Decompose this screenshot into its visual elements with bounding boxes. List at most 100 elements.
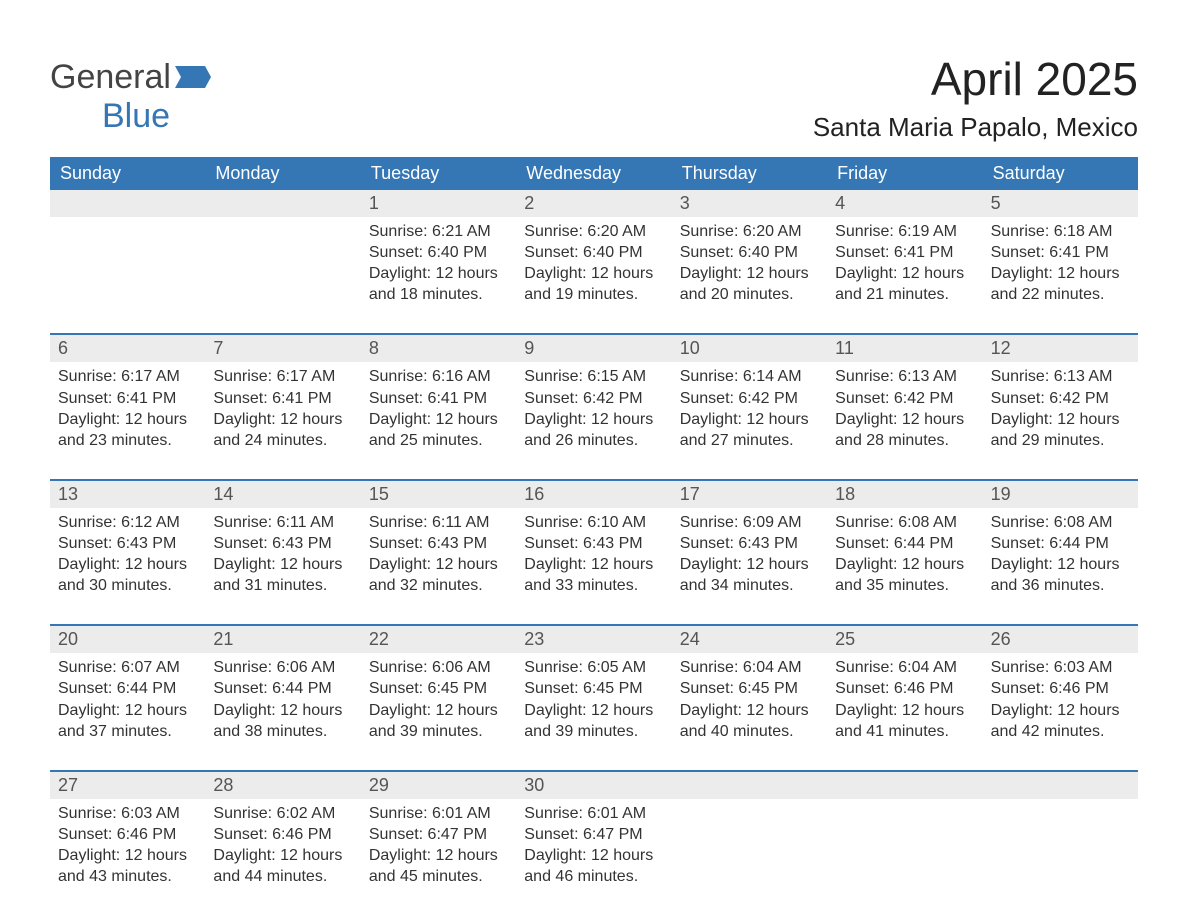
daylight-text: Daylight: 12 hours and 46 minutes. [524, 845, 663, 887]
sunset-text: Sunset: 6:41 PM [213, 388, 352, 409]
cell-body: Sunrise: 6:13 AMSunset: 6:42 PMDaylight:… [827, 362, 982, 458]
sunrise-text: Sunrise: 6:06 AM [369, 657, 508, 678]
sunset-text: Sunset: 6:40 PM [680, 242, 819, 263]
cell-body: Sunrise: 6:20 AMSunset: 6:40 PMDaylight:… [672, 217, 827, 313]
daylight-text: Daylight: 12 hours and 39 minutes. [369, 700, 508, 742]
daylight-text: Daylight: 12 hours and 21 minutes. [835, 263, 974, 305]
cell-body: Sunrise: 6:14 AMSunset: 6:42 PMDaylight:… [672, 362, 827, 458]
calendar-cell: 29Sunrise: 6:01 AMSunset: 6:47 PMDayligh… [361, 772, 516, 895]
cell-body: Sunrise: 6:06 AMSunset: 6:45 PMDaylight:… [361, 653, 516, 749]
sunset-text: Sunset: 6:44 PM [213, 678, 352, 699]
day-header-friday: Friday [827, 157, 982, 190]
calendar-cell: 26Sunrise: 6:03 AMSunset: 6:46 PMDayligh… [983, 626, 1138, 749]
cell-body: Sunrise: 6:06 AMSunset: 6:44 PMDaylight:… [205, 653, 360, 749]
sunrise-text: Sunrise: 6:01 AM [524, 803, 663, 824]
date-number: 26 [983, 626, 1138, 653]
location: Santa Maria Papalo, Mexico [813, 112, 1138, 143]
sunrise-text: Sunrise: 6:06 AM [213, 657, 352, 678]
sunset-text: Sunset: 6:44 PM [58, 678, 197, 699]
sunrise-text: Sunrise: 6:13 AM [991, 366, 1130, 387]
date-number: 21 [205, 626, 360, 653]
daylight-text: Daylight: 12 hours and 23 minutes. [58, 409, 197, 451]
cell-body: Sunrise: 6:18 AMSunset: 6:41 PMDaylight:… [983, 217, 1138, 313]
calendar-cell [672, 772, 827, 895]
sunrise-text: Sunrise: 6:09 AM [680, 512, 819, 533]
date-number: 4 [827, 190, 982, 217]
sunset-text: Sunset: 6:43 PM [524, 533, 663, 554]
sunset-text: Sunset: 6:45 PM [680, 678, 819, 699]
date-number: 3 [672, 190, 827, 217]
sunrise-text: Sunrise: 6:13 AM [835, 366, 974, 387]
calendar-cell: 15Sunrise: 6:11 AMSunset: 6:43 PMDayligh… [361, 481, 516, 604]
cell-body: Sunrise: 6:02 AMSunset: 6:46 PMDaylight:… [205, 799, 360, 895]
calendar-cell: 17Sunrise: 6:09 AMSunset: 6:43 PMDayligh… [672, 481, 827, 604]
daylight-text: Daylight: 12 hours and 41 minutes. [835, 700, 974, 742]
sunrise-text: Sunrise: 6:03 AM [991, 657, 1130, 678]
date-number: 17 [672, 481, 827, 508]
cell-body: Sunrise: 6:17 AMSunset: 6:41 PMDaylight:… [50, 362, 205, 458]
calendar-cell: 20Sunrise: 6:07 AMSunset: 6:44 PMDayligh… [50, 626, 205, 749]
sunset-text: Sunset: 6:45 PM [369, 678, 508, 699]
daylight-text: Daylight: 12 hours and 19 minutes. [524, 263, 663, 305]
calendar-cell: 5Sunrise: 6:18 AMSunset: 6:41 PMDaylight… [983, 190, 1138, 313]
daylight-text: Daylight: 12 hours and 44 minutes. [213, 845, 352, 887]
sunset-text: Sunset: 6:42 PM [680, 388, 819, 409]
date-number: 27 [50, 772, 205, 799]
week-row: 6Sunrise: 6:17 AMSunset: 6:41 PMDaylight… [50, 333, 1138, 458]
calendar-cell: 8Sunrise: 6:16 AMSunset: 6:41 PMDaylight… [361, 335, 516, 458]
sunset-text: Sunset: 6:40 PM [524, 242, 663, 263]
logo: General Blue [50, 20, 211, 136]
sunset-text: Sunset: 6:47 PM [369, 824, 508, 845]
day-header-saturday: Saturday [983, 157, 1138, 190]
date-number: 11 [827, 335, 982, 362]
calendar-cell: 23Sunrise: 6:05 AMSunset: 6:45 PMDayligh… [516, 626, 671, 749]
calendar-cell: 2Sunrise: 6:20 AMSunset: 6:40 PMDaylight… [516, 190, 671, 313]
daylight-text: Daylight: 12 hours and 29 minutes. [991, 409, 1130, 451]
calendar-cell: 21Sunrise: 6:06 AMSunset: 6:44 PMDayligh… [205, 626, 360, 749]
sunset-text: Sunset: 6:41 PM [991, 242, 1130, 263]
week-row: 1Sunrise: 6:21 AMSunset: 6:40 PMDaylight… [50, 190, 1138, 313]
sunset-text: Sunset: 6:44 PM [991, 533, 1130, 554]
calendar-cell: 13Sunrise: 6:12 AMSunset: 6:43 PMDayligh… [50, 481, 205, 604]
calendar-cell: 22Sunrise: 6:06 AMSunset: 6:45 PMDayligh… [361, 626, 516, 749]
date-number [50, 190, 205, 217]
calendar-cell: 10Sunrise: 6:14 AMSunset: 6:42 PMDayligh… [672, 335, 827, 458]
week-row: 27Sunrise: 6:03 AMSunset: 6:46 PMDayligh… [50, 770, 1138, 895]
cell-body: Sunrise: 6:01 AMSunset: 6:47 PMDaylight:… [516, 799, 671, 895]
day-header-row: Sunday Monday Tuesday Wednesday Thursday… [50, 157, 1138, 190]
day-header-wednesday: Wednesday [516, 157, 671, 190]
date-number: 6 [50, 335, 205, 362]
daylight-text: Daylight: 12 hours and 39 minutes. [524, 700, 663, 742]
date-number: 13 [50, 481, 205, 508]
daylight-text: Daylight: 12 hours and 35 minutes. [835, 554, 974, 596]
sunrise-text: Sunrise: 6:20 AM [680, 221, 819, 242]
sunrise-text: Sunrise: 6:11 AM [213, 512, 352, 533]
logo-text-1: General [50, 58, 171, 96]
daylight-text: Daylight: 12 hours and 40 minutes. [680, 700, 819, 742]
sunset-text: Sunset: 6:42 PM [524, 388, 663, 409]
month-title: April 2025 [813, 52, 1138, 106]
calendar-cell: 6Sunrise: 6:17 AMSunset: 6:41 PMDaylight… [50, 335, 205, 458]
date-number: 8 [361, 335, 516, 362]
daylight-text: Daylight: 12 hours and 30 minutes. [58, 554, 197, 596]
daylight-text: Daylight: 12 hours and 34 minutes. [680, 554, 819, 596]
calendar-cell: 16Sunrise: 6:10 AMSunset: 6:43 PMDayligh… [516, 481, 671, 604]
calendar-cell: 11Sunrise: 6:13 AMSunset: 6:42 PMDayligh… [827, 335, 982, 458]
date-number: 15 [361, 481, 516, 508]
date-number: 29 [361, 772, 516, 799]
cell-body: Sunrise: 6:08 AMSunset: 6:44 PMDaylight:… [983, 508, 1138, 604]
date-number: 28 [205, 772, 360, 799]
sunset-text: Sunset: 6:40 PM [369, 242, 508, 263]
calendar-cell: 4Sunrise: 6:19 AMSunset: 6:41 PMDaylight… [827, 190, 982, 313]
date-number [205, 190, 360, 217]
week-row: 13Sunrise: 6:12 AMSunset: 6:43 PMDayligh… [50, 479, 1138, 604]
sunset-text: Sunset: 6:42 PM [991, 388, 1130, 409]
cell-body: Sunrise: 6:17 AMSunset: 6:41 PMDaylight:… [205, 362, 360, 458]
sunrise-text: Sunrise: 6:14 AM [680, 366, 819, 387]
cell-body: Sunrise: 6:11 AMSunset: 6:43 PMDaylight:… [361, 508, 516, 604]
calendar-cell: 19Sunrise: 6:08 AMSunset: 6:44 PMDayligh… [983, 481, 1138, 604]
cell-body [50, 217, 205, 313]
date-number: 5 [983, 190, 1138, 217]
date-number [983, 772, 1138, 799]
cell-body: Sunrise: 6:08 AMSunset: 6:44 PMDaylight:… [827, 508, 982, 604]
